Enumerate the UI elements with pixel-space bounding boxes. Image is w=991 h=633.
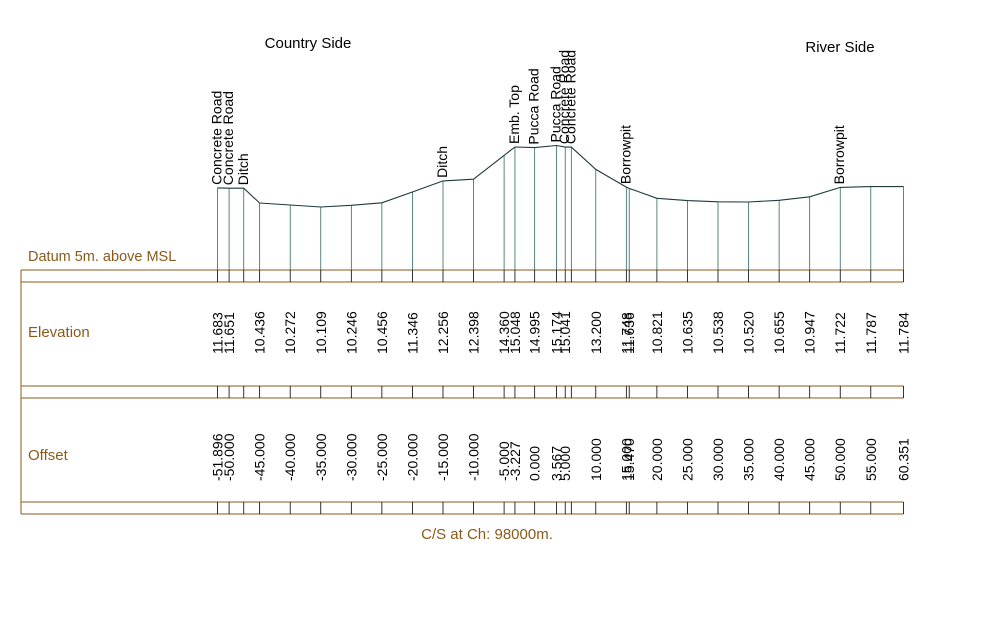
chainage-caption: C/S at Ch: 98000m.: [421, 526, 553, 543]
elevation-value: 11.784: [896, 312, 912, 354]
offset-value: -5.000: [496, 441, 512, 481]
elevation-value: 10.456: [374, 311, 390, 354]
elevation-value: 10.272: [282, 311, 298, 354]
elevation-value: 11.346: [404, 312, 420, 354]
elevation-value: 14.360: [496, 311, 512, 354]
datum-label: Datum 5m. above MSL: [28, 249, 176, 265]
offset-value: -15.000: [435, 433, 451, 481]
offset-value: 3.567: [549, 446, 565, 481]
feature-label: Borrowpit: [831, 125, 847, 184]
elevation-value: 11.683: [210, 312, 226, 354]
elevation-value: 10.538: [710, 311, 726, 354]
elevation-value: 10.635: [680, 311, 696, 354]
feature-label: Concrete Road: [209, 91, 225, 185]
offset-value: -40.000: [282, 433, 298, 481]
offset-value: 45.000: [802, 438, 818, 481]
station-verticals: [217, 144, 904, 514]
offset-value: 40.000: [771, 438, 787, 481]
elevation-row-label: Elevation: [28, 324, 90, 341]
elevation-value: 11.722: [832, 312, 848, 354]
offset-value: 35.000: [741, 438, 757, 481]
elevation-value: 14.995: [527, 311, 543, 354]
elevation-value: 15.041: [557, 311, 573, 354]
offset-value: -45.000: [252, 433, 268, 481]
offset-value: 5.000: [557, 446, 573, 481]
feature-label: Emb. Top: [506, 85, 522, 144]
offset-value: -3.227: [507, 441, 523, 481]
offset-value: -35.000: [313, 433, 329, 481]
elevation-value: 10.520: [741, 311, 757, 354]
offset-value: -10.000: [466, 433, 482, 481]
elevation-value: 10.109: [313, 311, 329, 354]
ground-profile-line: [217, 144, 904, 208]
offset-value: -30.000: [343, 433, 359, 481]
elevation-value: 13.200: [588, 311, 604, 354]
feature-label: Concrete Road: [562, 50, 578, 144]
offset-value: 50.000: [832, 438, 848, 481]
elevation-value: 11.651: [221, 312, 237, 354]
elevation-value: 10.436: [252, 311, 268, 354]
offset-value: -51.896: [210, 433, 226, 481]
offset-value: 60.351: [896, 438, 912, 481]
table-frame: [20, 269, 904, 515]
offset-value: 25.000: [680, 438, 696, 481]
elevation-value: 11.636: [621, 312, 637, 354]
river-side-label: River Side: [805, 39, 874, 56]
elevation-value: 15.048: [507, 311, 523, 354]
offset-value: 10.000: [588, 438, 604, 481]
feature-label: Borrowpit: [617, 125, 633, 184]
offset-value: 15.470: [621, 438, 637, 481]
feature-label: Ditch: [434, 146, 450, 178]
elevation-value: 12.256: [435, 311, 451, 354]
feature-label: Pucca Road: [548, 66, 564, 142]
elevation-value: 10.947: [802, 311, 818, 354]
offset-value: 55.000: [863, 438, 879, 481]
elevation-value: 15.174: [549, 311, 565, 354]
feature-label: Concrete Road: [556, 50, 572, 144]
offset-value: -50.000: [221, 433, 237, 481]
offset-row-label: Offset: [28, 447, 69, 464]
feature-label: Concrete Road: [220, 91, 236, 185]
offset-value: 20.000: [649, 438, 665, 481]
country-side-label: Country Side: [265, 35, 352, 52]
offset-value: -20.000: [404, 433, 420, 481]
elevation-value: 12.398: [466, 311, 482, 354]
elevation-value: 10.655: [771, 311, 787, 354]
elevation-value: 11.748: [618, 312, 634, 354]
feature-label: Pucca Road: [526, 68, 542, 144]
offset-value: 30.000: [710, 438, 726, 481]
offset-value: 0.000: [527, 446, 543, 481]
offset-value: 15.000: [618, 438, 634, 481]
elevation-value: 10.246: [343, 311, 359, 354]
elevation-value: 11.787: [863, 312, 879, 354]
offset-value: -25.000: [374, 433, 390, 481]
feature-label: Ditch: [235, 153, 251, 185]
offset-values: -51.896-50.000 -45.000 -40.000 -35.000 -30.0…: [210, 433, 912, 481]
elevation-value: 10.821: [649, 311, 665, 354]
